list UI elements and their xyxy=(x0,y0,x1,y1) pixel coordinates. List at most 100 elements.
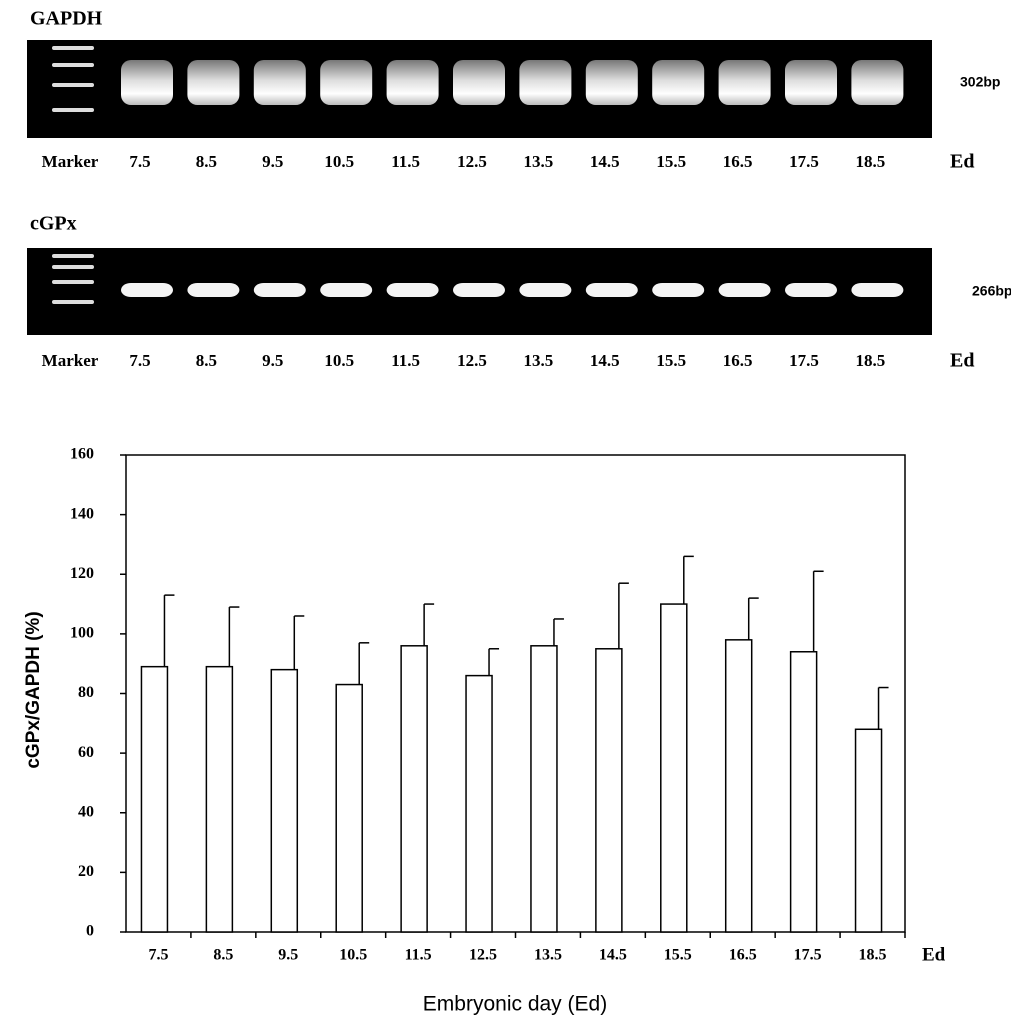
gel-band xyxy=(519,60,571,105)
error-bar xyxy=(684,556,694,604)
x-tick-label: 16.5 xyxy=(729,947,757,964)
band-size-label: 302bp xyxy=(960,74,1000,90)
lane-label: 7.5 xyxy=(129,351,150,370)
gel-band xyxy=(519,283,571,297)
y-tick-label: 60 xyxy=(78,744,94,761)
figure: GAPDH 302bp Marker 7.5 8.5 9.5 10.5 11.5 12.5 13.… xyxy=(0,0,1011,1021)
x-tick-label: 17.5 xyxy=(794,947,822,964)
gel-band xyxy=(453,283,505,297)
lane-label: 17.5 xyxy=(789,351,819,370)
bar xyxy=(336,685,362,932)
lane-label: 8.5 xyxy=(196,351,217,370)
error-bar xyxy=(489,649,499,676)
gel-band xyxy=(785,283,837,297)
gel-band xyxy=(851,60,903,105)
lane-label: 16.5 xyxy=(723,351,753,370)
lane-label: 11.5 xyxy=(391,152,420,171)
error-bar xyxy=(359,643,369,685)
gel-band xyxy=(652,283,704,297)
gel-title: GAPDH xyxy=(30,8,103,30)
y-tick-label: 40 xyxy=(78,803,94,820)
lane-label: 13.5 xyxy=(524,152,554,171)
gel-band xyxy=(719,60,771,105)
marker-band xyxy=(52,83,94,87)
x-end-label: Ed xyxy=(922,944,946,965)
bar xyxy=(531,646,557,932)
error-bar xyxy=(294,616,304,670)
lane-label: 7.5 xyxy=(129,152,150,171)
marker-band xyxy=(52,265,94,269)
x-tick-label: 11.5 xyxy=(405,947,432,964)
error-bar xyxy=(879,688,889,730)
bar xyxy=(596,649,622,932)
marker-band xyxy=(52,46,94,50)
lane-label: 14.5 xyxy=(590,351,620,370)
lane-label: Marker xyxy=(42,152,99,171)
y-tick-label: 0 xyxy=(86,923,94,940)
error-bar xyxy=(424,604,434,646)
bar xyxy=(206,667,232,932)
bar xyxy=(661,604,687,932)
x-tick-label: 9.5 xyxy=(278,947,298,964)
ed-label: Ed xyxy=(950,151,974,173)
x-tick-label: 7.5 xyxy=(148,947,168,964)
lane-label: 15.5 xyxy=(656,351,686,370)
error-bar xyxy=(749,598,759,640)
gel-band xyxy=(851,283,903,297)
gel-band xyxy=(387,283,439,297)
gel-band xyxy=(254,60,306,105)
lane-label: 10.5 xyxy=(324,152,354,171)
lane-label: 15.5 xyxy=(656,152,686,171)
marker-band xyxy=(52,254,94,258)
lane-label: 11.5 xyxy=(391,351,420,370)
bar xyxy=(791,652,817,932)
error-bar xyxy=(619,583,629,649)
x-tick-label: 15.5 xyxy=(664,947,692,964)
gel-band xyxy=(652,60,704,105)
gel-band xyxy=(785,60,837,105)
gel-band xyxy=(719,283,771,297)
error-bar xyxy=(554,619,564,646)
x-tick-label: 10.5 xyxy=(339,947,367,964)
bar xyxy=(726,640,752,932)
lane-label: 12.5 xyxy=(457,351,487,370)
gel-band xyxy=(320,283,372,297)
lane-label: 17.5 xyxy=(789,152,819,171)
bar xyxy=(401,646,427,932)
gel-band xyxy=(254,283,306,297)
gel-band xyxy=(586,283,638,297)
y-axis-title: cGPx/GAPDH (%) xyxy=(23,611,44,768)
lane-label: 13.5 xyxy=(524,351,554,370)
marker-band xyxy=(52,300,94,304)
lane-label: 18.5 xyxy=(856,152,886,171)
gel-band xyxy=(187,283,239,297)
band-size-label: 266bp xyxy=(972,283,1011,299)
y-tick-label: 140 xyxy=(70,505,94,522)
lane-label: Marker xyxy=(42,351,99,370)
plot-frame xyxy=(126,455,905,932)
marker-band xyxy=(52,280,94,284)
marker-band xyxy=(52,108,94,112)
x-tick-label: 13.5 xyxy=(534,947,562,964)
gel-band xyxy=(320,60,372,105)
x-tick-label: 8.5 xyxy=(213,947,233,964)
y-tick-label: 160 xyxy=(70,446,94,463)
x-tick-label: 18.5 xyxy=(859,947,887,964)
gel-band xyxy=(453,60,505,105)
y-tick-label: 120 xyxy=(70,565,94,582)
x-tick-label: 12.5 xyxy=(469,947,497,964)
lane-label: 10.5 xyxy=(324,351,354,370)
bar xyxy=(856,729,882,932)
ed-label: Ed xyxy=(950,350,974,372)
lane-label: 8.5 xyxy=(196,152,217,171)
marker-band xyxy=(52,63,94,67)
bar xyxy=(466,676,492,932)
y-tick-label: 80 xyxy=(78,684,94,701)
gel-band xyxy=(586,60,638,105)
gel-band xyxy=(121,283,173,297)
gel-band xyxy=(121,60,173,105)
gel-band xyxy=(187,60,239,105)
error-bar xyxy=(229,607,239,667)
gel-band xyxy=(387,60,439,105)
lane-label: 12.5 xyxy=(457,152,487,171)
